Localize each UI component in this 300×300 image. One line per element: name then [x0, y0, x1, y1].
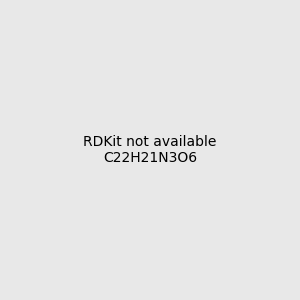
Text: RDKit not available
C22H21N3O6: RDKit not available C22H21N3O6	[83, 135, 217, 165]
